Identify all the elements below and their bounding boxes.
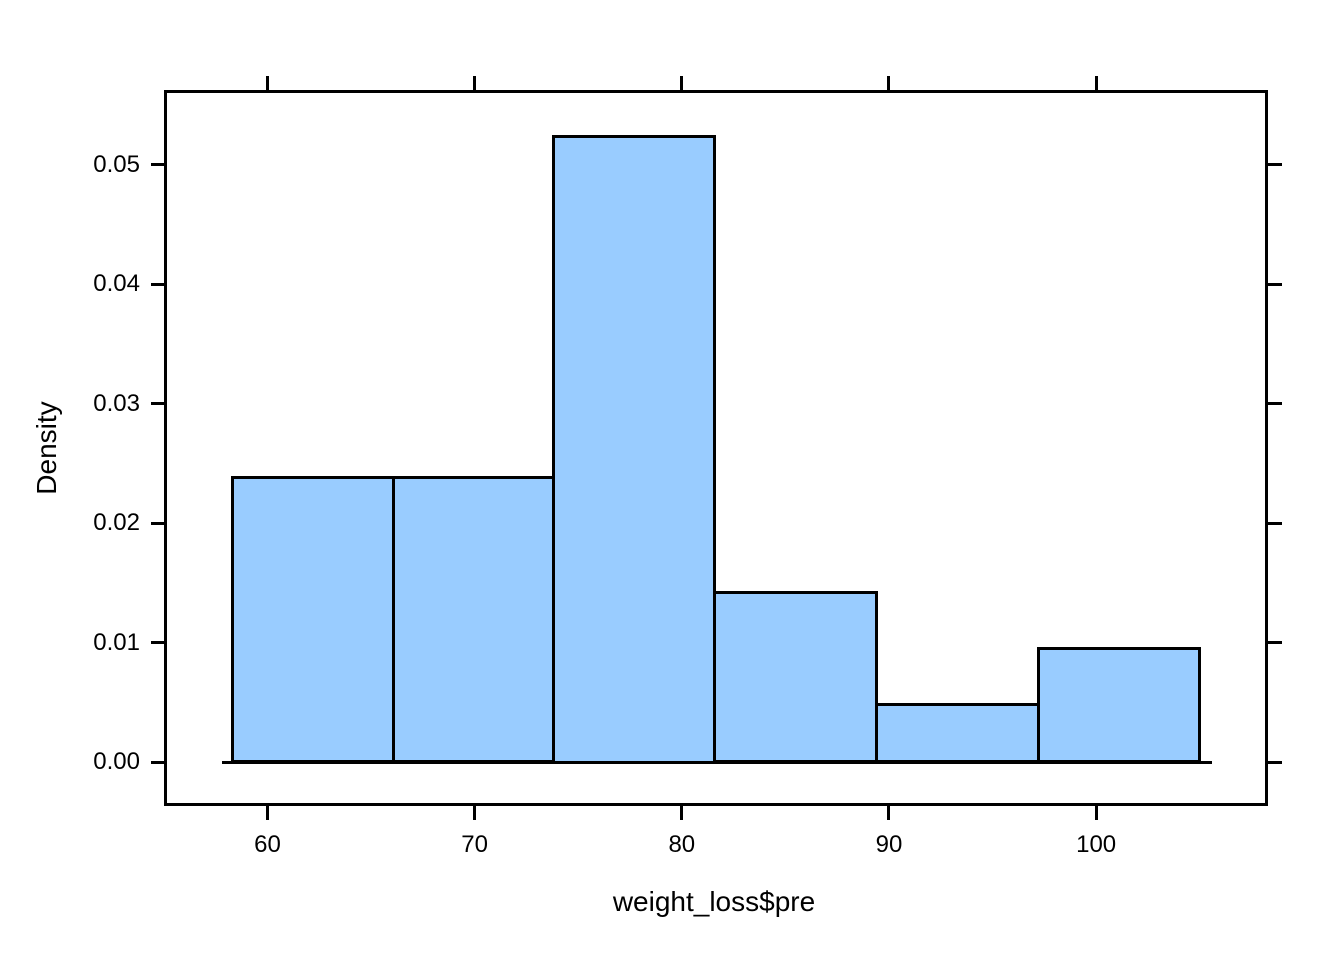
histogram-bar — [230, 476, 396, 764]
y-tick-mark-right — [1268, 402, 1282, 406]
y-axis-title: Density — [31, 401, 62, 495]
histogram-bar — [392, 476, 555, 764]
y-tick-mark-left — [151, 521, 164, 525]
y-tick-label: 0.04 — [93, 270, 140, 298]
y-tick-mark-left — [151, 760, 164, 764]
y-tick-mark-right — [1268, 163, 1282, 167]
y-tick-mark-left — [151, 402, 164, 406]
x-tick-mark-bottom — [680, 806, 684, 820]
y-tick-mark-left — [151, 163, 164, 167]
x-tick-mark-top — [266, 76, 269, 90]
y-tick-label: 0.03 — [93, 389, 140, 417]
x-axis-title: weight_loss$pre — [612, 886, 816, 917]
y-tick-mark-right — [1268, 521, 1282, 525]
y-tick-mark-left — [151, 282, 164, 286]
y-tick-mark-right — [1268, 760, 1282, 764]
x-tick-label: 90 — [875, 831, 903, 858]
histogram-bar — [551, 134, 717, 764]
x-tick-label: 100 — [1076, 831, 1117, 858]
x-tick-label: 60 — [254, 831, 281, 858]
x-tick-mark-bottom — [1094, 806, 1098, 820]
x-tick-label: 70 — [461, 831, 488, 858]
x-tick-mark-bottom — [473, 806, 477, 820]
x-tick-mark-bottom — [266, 806, 269, 820]
histogram-bar — [1036, 647, 1202, 764]
y-tick-mark-left — [151, 641, 164, 645]
x-tick-mark-top — [1094, 76, 1098, 90]
x-tick-mark-top — [473, 76, 477, 90]
x-tick-mark-top — [887, 76, 891, 90]
y-tick-label: 0.01 — [93, 628, 140, 656]
y-tick-label: 0.05 — [93, 150, 140, 178]
y-tick-mark-right — [1268, 641, 1282, 645]
x-tick-mark-bottom — [887, 806, 891, 820]
histogram-bar — [875, 703, 1040, 764]
x-tick-label: 80 — [668, 831, 696, 858]
histogram-bar — [713, 590, 879, 764]
x-tick-mark-top — [680, 76, 684, 90]
y-tick-label: 0.00 — [93, 748, 140, 775]
y-tick-label: 0.02 — [93, 509, 140, 537]
y-tick-mark-right — [1268, 282, 1282, 286]
